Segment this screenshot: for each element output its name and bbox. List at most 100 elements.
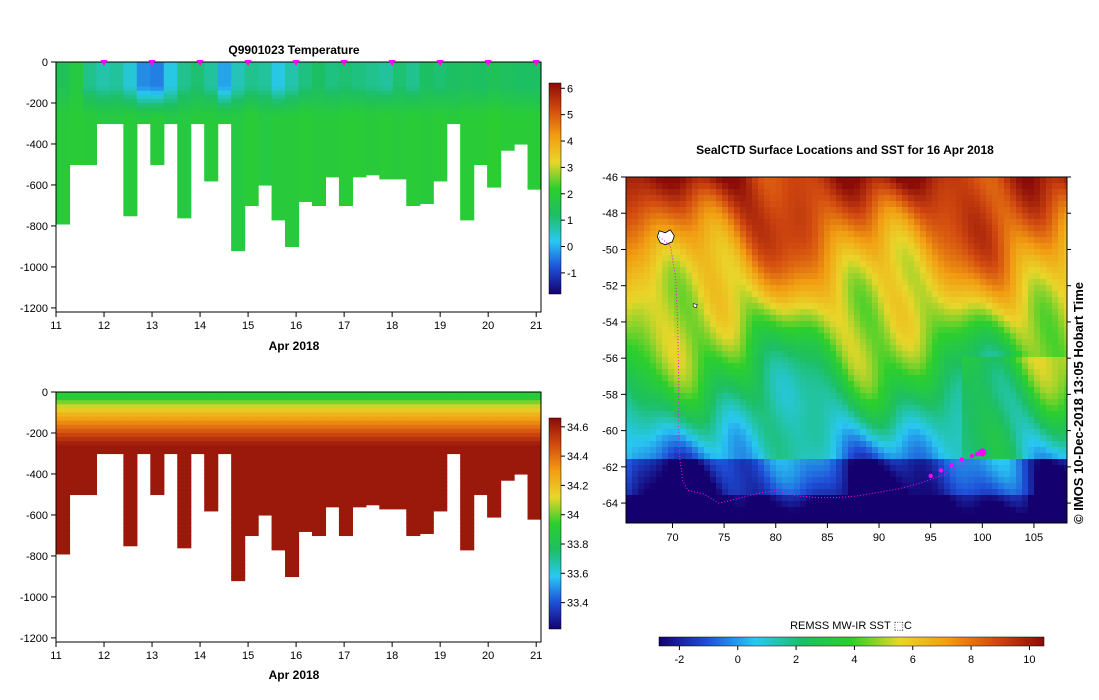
- sst-cell: [848, 297, 855, 304]
- sst-cell: [656, 243, 663, 250]
- data-cell: [123, 143, 138, 149]
- sst-cell: [854, 279, 861, 286]
- sst-cell: [854, 291, 861, 298]
- data-cell: [82, 62, 98, 67]
- sst-cell: [800, 273, 807, 280]
- data-cell: [271, 416, 286, 422]
- data-cell: [487, 111, 502, 116]
- data-cell: [311, 201, 327, 207]
- sst-cell: [1046, 225, 1053, 232]
- sst-cell: [704, 219, 711, 226]
- sst-cell: [698, 387, 705, 394]
- data-cell: [231, 221, 246, 227]
- data-cell: [460, 420, 475, 426]
- data-cell: [109, 66, 124, 71]
- sst-cell: [842, 195, 849, 202]
- data-cell: [163, 119, 178, 125]
- sst-cell: [632, 243, 639, 250]
- data-cell: [392, 139, 407, 145]
- data-cell: [311, 519, 327, 524]
- data-cell: [285, 498, 300, 504]
- sst-cell: [896, 303, 903, 310]
- data-cell: [460, 514, 475, 520]
- data-cell: [231, 66, 246, 71]
- data-cell: [527, 131, 541, 137]
- data-cell: [177, 420, 192, 426]
- data-cell: [392, 123, 407, 129]
- data-cell: [419, 107, 434, 112]
- sst-cell: [632, 387, 639, 394]
- data-cell: [204, 473, 219, 479]
- sst-cell: [926, 357, 933, 364]
- sst-cell: [686, 177, 693, 184]
- sst-cell: [788, 333, 795, 340]
- data-cell: [190, 392, 205, 397]
- sst-cell: [686, 183, 693, 190]
- sst-cell: [1010, 261, 1017, 268]
- sst-cell: [674, 291, 681, 298]
- data-cell: [69, 94, 84, 100]
- sst-cell: [860, 261, 867, 268]
- data-cell: [487, 498, 502, 504]
- data-cell: [419, 82, 434, 88]
- sst-cell: [884, 369, 891, 376]
- data-cell: [150, 420, 165, 426]
- sst-cell: [794, 267, 801, 274]
- sst-cell: [656, 249, 663, 256]
- sst-cell: [998, 177, 1005, 184]
- data-cell: [338, 519, 353, 524]
- sst-cell: [1028, 219, 1035, 226]
- sst-cell: [662, 297, 669, 304]
- data-cell: [514, 94, 529, 100]
- data-cell: [177, 523, 192, 528]
- sst-cell: [998, 327, 1005, 334]
- data-cell: [298, 94, 313, 100]
- sst-cell: [818, 327, 825, 334]
- sst-cell: [1052, 387, 1059, 394]
- data-cell: [285, 242, 300, 248]
- data-cell: [204, 461, 219, 467]
- sst-cell: [1028, 297, 1035, 304]
- sst-cell: [992, 255, 999, 262]
- sst-cell: [1016, 291, 1023, 298]
- data-cell: [56, 424, 71, 430]
- y-tick-label: 0: [42, 57, 48, 69]
- sst-cell: [740, 297, 747, 304]
- sst-cell: [938, 369, 945, 376]
- y-tick-label: -1200: [20, 633, 48, 645]
- sst-cell: [986, 225, 993, 232]
- sst-cell: [956, 279, 963, 286]
- sst-cell: [968, 213, 975, 220]
- sst-cell: [764, 261, 771, 268]
- data-cell: [82, 148, 98, 153]
- sst-cell: [686, 375, 693, 382]
- sst-cell: [974, 321, 981, 328]
- profile-column: [271, 392, 286, 551]
- sst-cell: [1064, 375, 1067, 382]
- data-cell: [136, 404, 151, 409]
- sst-cell: [638, 189, 645, 196]
- sst-cell: [716, 315, 723, 322]
- sst-cell: [650, 351, 657, 358]
- sst-cell: [926, 183, 933, 190]
- data-cell: [352, 486, 367, 491]
- sst-cell: [758, 375, 765, 382]
- sst-cell: [650, 183, 657, 190]
- data-cell: [406, 201, 421, 207]
- sst-cell: [932, 255, 939, 262]
- data-cell: [338, 396, 353, 401]
- sst-cell: [1010, 309, 1017, 316]
- data-cell: [285, 396, 300, 401]
- x-tick-label: 20: [482, 650, 494, 662]
- sst-cell: [818, 177, 825, 184]
- sst-cell: [932, 273, 939, 280]
- data-cell: [433, 400, 448, 405]
- sst-cell: [992, 285, 999, 292]
- sst-cell: [740, 339, 747, 346]
- sst-cell: [1010, 321, 1017, 328]
- sst-cell: [800, 351, 807, 358]
- sst-cell: [914, 381, 921, 388]
- data-cell: [244, 201, 259, 207]
- sst-cell: [1040, 387, 1047, 394]
- data-cell: [69, 98, 84, 104]
